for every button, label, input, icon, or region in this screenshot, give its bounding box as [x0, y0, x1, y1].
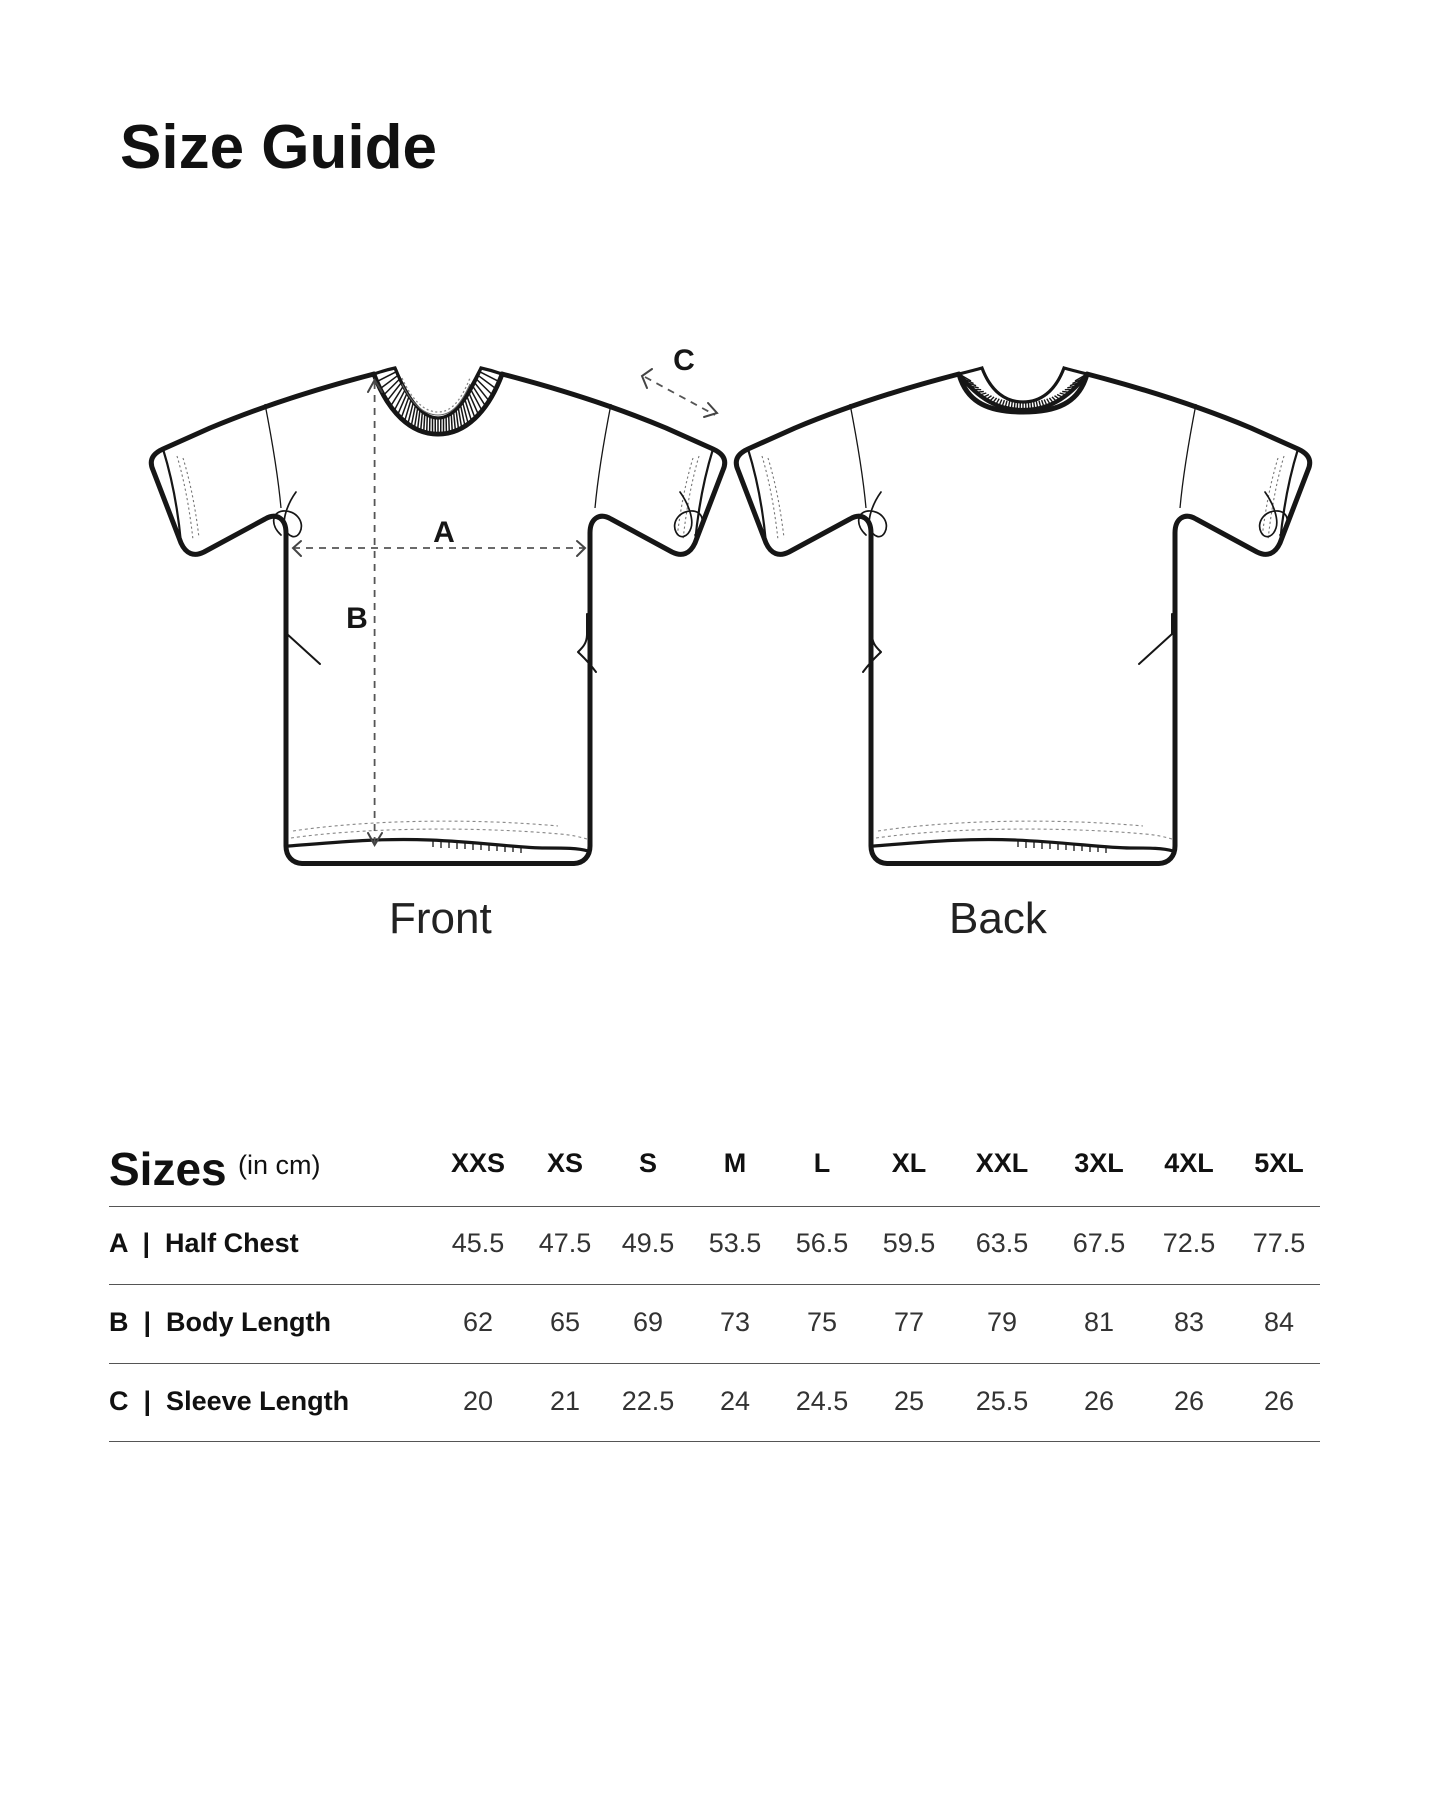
svg-text:A: A — [433, 516, 455, 549]
svg-text:C: C — [673, 344, 695, 377]
svg-text:B: B — [346, 602, 368, 635]
